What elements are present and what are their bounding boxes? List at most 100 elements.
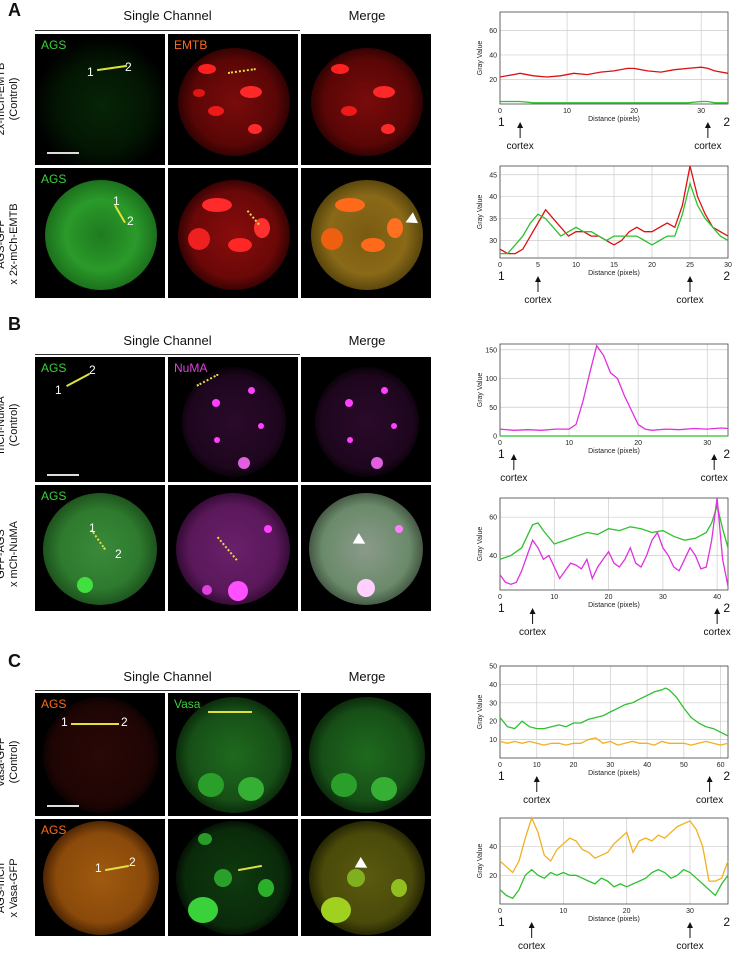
row-label-b1: mCh-NuMA (Control) [0,396,20,454]
x-tick-label: 30 [697,108,705,115]
series-line-0 [499,687,729,737]
y-tick-label: 60 [489,28,497,35]
image-c1-ags: AGS 1 2 [35,693,165,816]
endpoint-2: 2 [129,855,136,869]
line-profile-chart-b2: 0 10 20 30 40 40 60 Distance (pixels) Gray Value… [477,497,731,638]
cortex-label: cortex [500,473,527,484]
endpoint-2-label: 2 [723,769,730,783]
series-line-1 [499,737,729,746]
cortex-arrow-icon [704,122,711,128]
image-c1-merge [301,693,431,816]
row-label-a2: AGS-GFP x 2x-mCh-EMTB [0,203,20,285]
endpoint-1: 1 [61,715,68,729]
cortex-arrow-icon [687,276,693,282]
y-tick-label: 30 [489,700,497,707]
merge-header-a: Merge [348,8,386,23]
x-tick-label: 0 [498,440,502,447]
y-tick-label: 50 [489,664,497,671]
cortex-label: cortex [518,941,545,952]
y-tick-label: 20 [489,719,497,726]
row-label-b2: GFP-AGS x mCh-NuMA [0,521,20,588]
endpoint-1-label: 1 [498,269,505,283]
endpoint-2-label: 2 [723,601,730,615]
image-b1-numa: NuMA [168,357,298,482]
plot-frame [499,665,729,759]
x-tick-label: 50 [680,762,688,769]
plot-frame [499,343,729,437]
x-tick-label: 25 [686,262,694,269]
cortex-arrow-icon [517,122,524,128]
line-scan [66,373,90,387]
cortex-arrow-icon [528,922,535,928]
endpoint-2: 2 [121,715,128,729]
x-tick-label: 30 [659,594,667,601]
image-a1-ags: AGS 1 2 [35,34,165,165]
channel-label: AGS [41,361,67,375]
series-line-0 [499,816,729,882]
line-profile-chart-a1: 0 10 20 30 20 40 60 Distance (pixels) Gray Value… [477,11,730,152]
image-c2-vasa [168,819,298,936]
merge-header-c: Merge [348,669,386,684]
cortex-label: cortex [694,141,721,152]
x-tick-label: 10 [533,762,541,769]
endpoint-2-label: 2 [723,915,730,929]
image-a1-emtb: EMTB [168,34,298,165]
plot-frame [499,11,729,105]
cortex-label: cortex [701,473,728,484]
plot-frame [499,817,729,905]
channel-label: AGS [41,697,67,711]
y-tick-label: 0 [493,434,497,441]
y-axis-title: Gray Value [477,527,484,562]
y-tick-label: 35 [489,216,497,223]
x-axis-title: Distance (pixels) [588,602,640,609]
y-tick-label: 40 [489,682,497,689]
merge-header-b: Merge [348,333,386,348]
endpoint-2: 2 [125,60,132,74]
x-tick-label: 20 [648,262,656,269]
x-tick-label: 10 [572,262,580,269]
single-channel-underline-b [35,354,300,355]
series-line-1 [499,497,729,587]
endpoint-1-label: 1 [498,915,505,929]
x-axis-title: Distance (pixels) [588,448,640,455]
y-axis-title: Gray Value [477,844,484,879]
y-axis-title: Gray Value [477,41,484,76]
x-tick-label: 15 [610,262,618,269]
line-profile-chart-b1: 0 10 20 30 0 50 100 150 Distance (pixels) Gray Va… [477,343,730,484]
endpoint-2: 2 [89,363,96,377]
x-axis-title: Distance (pixels) [588,116,640,123]
series-line-1 [500,100,728,104]
cortex-label: cortex [676,941,703,952]
scale-bar [47,805,79,807]
endpoint-2-label: 2 [723,115,730,129]
endpoint-1: 1 [89,521,96,535]
series-line-0 [499,165,729,255]
series-line-0 [499,344,729,431]
endpoint-1: 1 [55,383,62,397]
image-b1-ags: AGS 1 2 [35,357,165,482]
cortex-label: cortex [676,295,703,306]
x-axis-title: Distance (pixels) [588,916,640,923]
x-tick-label: 30 [686,908,694,915]
y-tick-label: 40 [489,52,497,59]
scale-bar [47,152,79,154]
cortex-arrow-icon [510,454,517,460]
panel-label-a: A [8,0,21,20]
row-label-c2: AGS-mCh x Vasa-GFP [0,858,20,918]
channel-label: EMTB [174,38,208,52]
x-tick-label: 40 [713,594,721,601]
series-line-0 [499,503,729,560]
x-tick-label: 30 [606,762,614,769]
cortex-arrow-icon [714,608,721,614]
line-scan [71,723,119,725]
x-tick-label: 20 [634,440,642,447]
cortex-label: cortex [523,795,550,806]
image-a1-merge [301,34,431,165]
y-tick-label: 40 [489,844,497,851]
scale-bar [47,474,79,476]
cortex-label: cortex [704,627,731,638]
x-tick-label: 20 [570,762,578,769]
cortex-arrow-icon [706,776,713,782]
single-channel-underline-c [35,690,300,691]
x-tick-label: 0 [498,594,502,601]
